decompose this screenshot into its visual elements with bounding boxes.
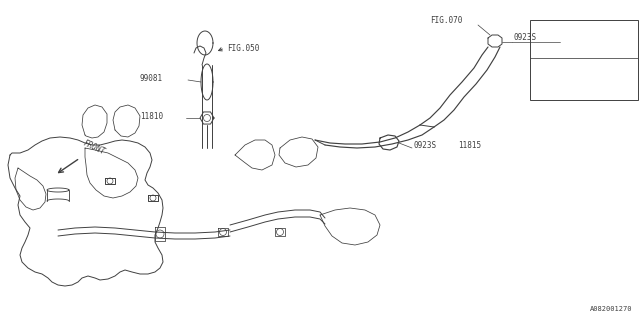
Text: FIG.070: FIG.070 — [430, 16, 462, 25]
Text: 0923S: 0923S — [514, 33, 537, 42]
Text: 99081: 99081 — [140, 74, 163, 83]
Bar — [530, 20, 638, 100]
Text: FRONT: FRONT — [82, 139, 107, 157]
Text: FIG.050: FIG.050 — [227, 44, 259, 53]
Text: 11810: 11810 — [140, 112, 163, 121]
Text: 0923S: 0923S — [413, 141, 436, 150]
Text: A082001270: A082001270 — [589, 306, 632, 312]
Text: 11815: 11815 — [458, 141, 481, 150]
